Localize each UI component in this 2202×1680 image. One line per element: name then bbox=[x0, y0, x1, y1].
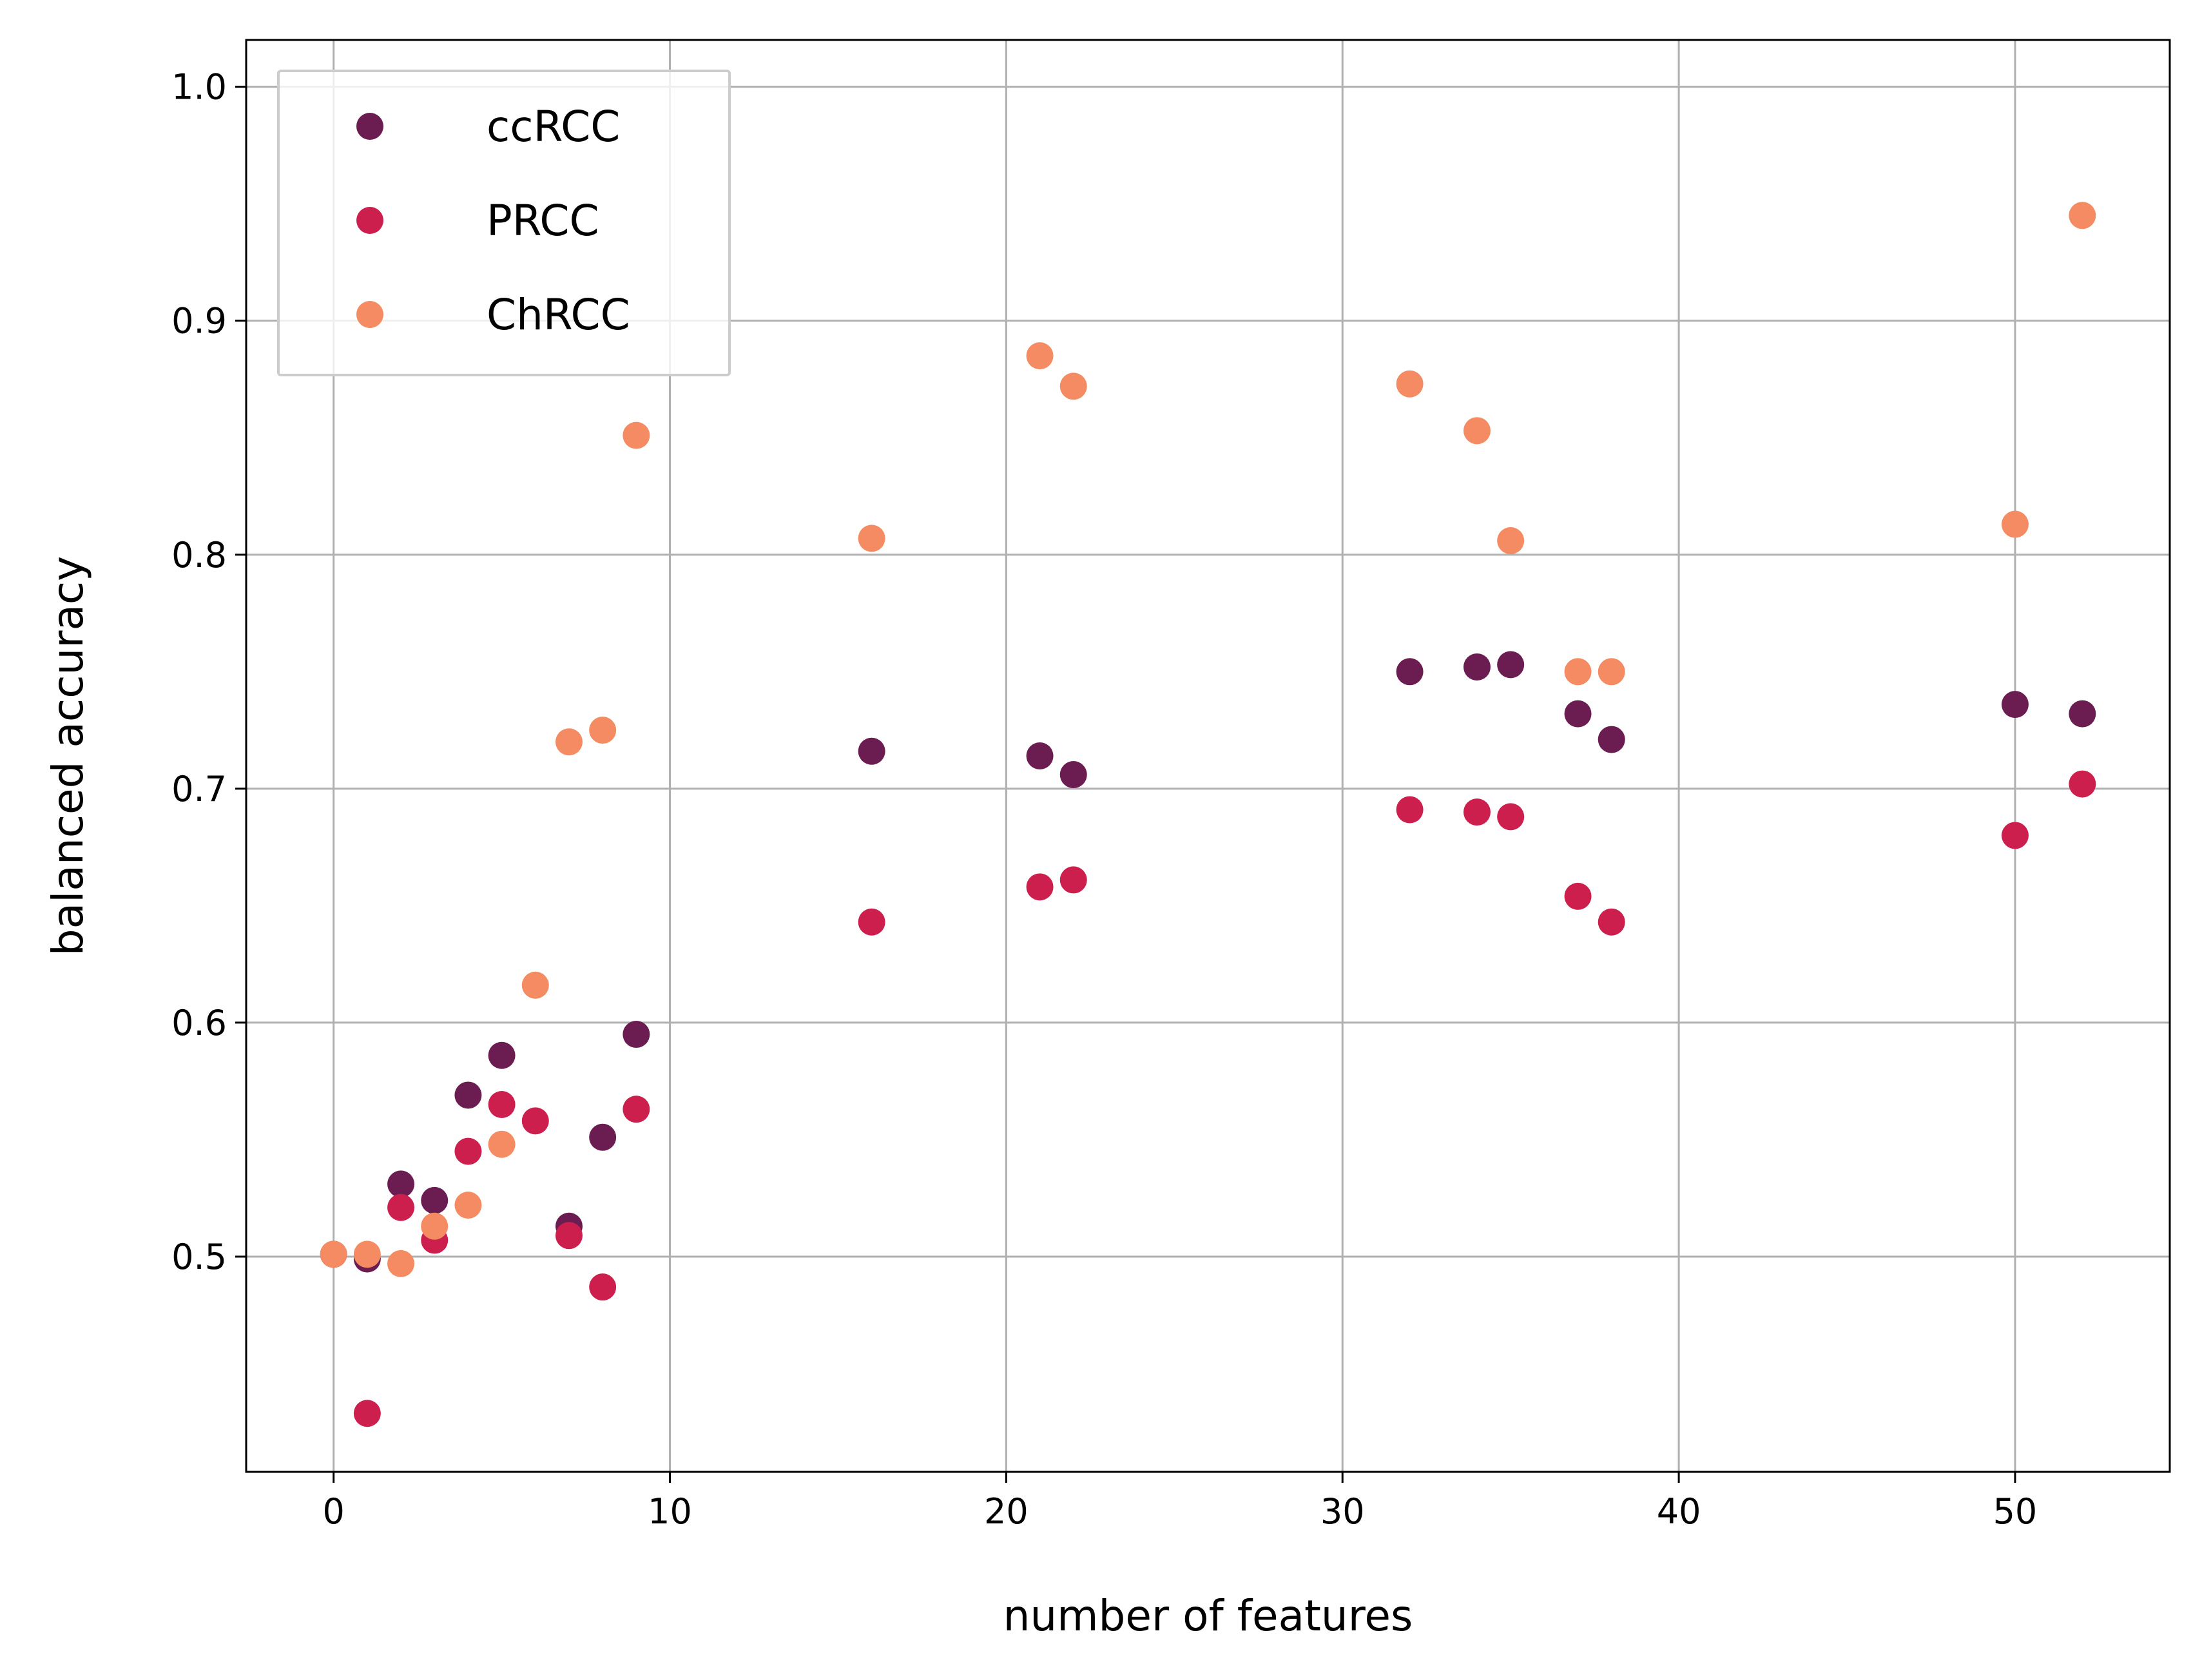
data-point-prcc bbox=[387, 1193, 415, 1221]
y-tick-label: 0.7 bbox=[171, 769, 227, 809]
data-points bbox=[320, 202, 2096, 1427]
data-point-prcc bbox=[555, 1222, 583, 1250]
data-point-chrcc bbox=[1497, 526, 1525, 554]
data-point-chrcc bbox=[2001, 510, 2029, 538]
data-point-prcc bbox=[353, 1400, 381, 1427]
axis-ticks: 0 10 20 30 40 50 0.5 0.6 0.7 0.8 0.9 1.0 bbox=[171, 67, 2037, 1532]
data-point-chrcc bbox=[387, 1250, 415, 1277]
data-point-prcc bbox=[488, 1090, 516, 1118]
legend-box bbox=[277, 70, 731, 376]
y-tick-label: 0.9 bbox=[171, 301, 227, 342]
data-point-prcc bbox=[858, 908, 885, 936]
y-axis-label: balanced accuracy bbox=[43, 556, 93, 956]
data-point-prcc bbox=[1396, 796, 1424, 824]
legend: ccRCC PRCC ChRCC bbox=[277, 70, 731, 376]
legend-label-ccrcc: ccRCC bbox=[487, 102, 620, 151]
data-point-prcc bbox=[454, 1137, 482, 1165]
data-point-ccrcc bbox=[454, 1081, 482, 1109]
data-point-chrcc bbox=[589, 717, 617, 744]
data-point-prcc bbox=[2069, 770, 2096, 798]
data-point-chrcc bbox=[858, 525, 885, 552]
data-point-prcc bbox=[1026, 873, 1054, 901]
data-point-chrcc bbox=[1564, 658, 1592, 686]
x-tick-label: 20 bbox=[984, 1491, 1029, 1532]
data-point-chrcc bbox=[2069, 202, 2096, 229]
data-point-ccrcc bbox=[1059, 761, 1087, 789]
data-point-chrcc bbox=[1463, 417, 1491, 445]
x-axis-label: number of features bbox=[1003, 1591, 1413, 1641]
data-point-ccrcc bbox=[1463, 653, 1491, 681]
y-tick-label: 0.6 bbox=[171, 1003, 227, 1043]
data-point-prcc bbox=[2001, 822, 2029, 849]
legend-label-prcc: PRCC bbox=[487, 196, 599, 246]
x-tick-label: 40 bbox=[1657, 1491, 1701, 1532]
data-point-prcc bbox=[589, 1273, 617, 1301]
data-point-chrcc bbox=[1396, 370, 1424, 398]
data-point-ccrcc bbox=[1564, 700, 1592, 728]
data-point-prcc bbox=[521, 1107, 549, 1135]
data-point-prcc bbox=[1463, 798, 1491, 826]
data-point-ccrcc bbox=[858, 737, 885, 765]
data-point-prcc bbox=[1564, 882, 1592, 910]
plot-frame bbox=[245, 39, 2171, 1473]
grid-lines bbox=[246, 40, 2170, 1472]
y-tick-label: 0.5 bbox=[171, 1237, 227, 1277]
data-point-prcc bbox=[1059, 866, 1087, 894]
data-point-ccrcc bbox=[1026, 742, 1054, 769]
data-point-ccrcc bbox=[2001, 691, 2029, 719]
data-point-chrcc bbox=[353, 1241, 381, 1268]
data-point-chrcc bbox=[1059, 372, 1087, 400]
data-point-ccrcc bbox=[421, 1186, 449, 1214]
data-point-ccrcc bbox=[1497, 651, 1525, 679]
data-point-chrcc bbox=[1598, 658, 1625, 686]
data-point-ccrcc bbox=[589, 1123, 617, 1151]
x-tick-label: 0 bbox=[323, 1491, 345, 1532]
data-point-prcc bbox=[1598, 908, 1625, 936]
data-point-chrcc bbox=[488, 1130, 516, 1158]
legend-marker-prcc bbox=[356, 207, 383, 234]
data-point-chrcc bbox=[521, 971, 549, 999]
data-point-chrcc bbox=[623, 421, 650, 449]
data-point-prcc bbox=[623, 1096, 650, 1123]
data-point-chrcc bbox=[1026, 342, 1054, 370]
legend-marker-chrcc bbox=[356, 301, 383, 328]
x-tick-label: 50 bbox=[1993, 1491, 2038, 1532]
data-point-chrcc bbox=[320, 1241, 347, 1268]
data-point-ccrcc bbox=[387, 1170, 415, 1198]
x-tick-label: 30 bbox=[1320, 1491, 1365, 1532]
data-point-ccrcc bbox=[623, 1021, 650, 1048]
data-point-chrcc bbox=[454, 1192, 482, 1219]
y-tick-label: 1.0 bbox=[171, 67, 227, 108]
data-point-prcc bbox=[1497, 803, 1525, 831]
y-tick-label: 0.8 bbox=[171, 535, 227, 575]
legend-marker-ccrcc bbox=[356, 113, 383, 140]
data-point-ccrcc bbox=[2069, 700, 2096, 728]
data-point-ccrcc bbox=[1396, 658, 1424, 686]
x-tick-label: 10 bbox=[648, 1491, 692, 1532]
legend-label-chrcc: ChRCC bbox=[487, 290, 630, 340]
data-point-ccrcc bbox=[488, 1041, 516, 1069]
data-point-chrcc bbox=[555, 728, 583, 756]
data-point-ccrcc bbox=[1598, 726, 1625, 753]
data-point-chrcc bbox=[421, 1212, 449, 1240]
